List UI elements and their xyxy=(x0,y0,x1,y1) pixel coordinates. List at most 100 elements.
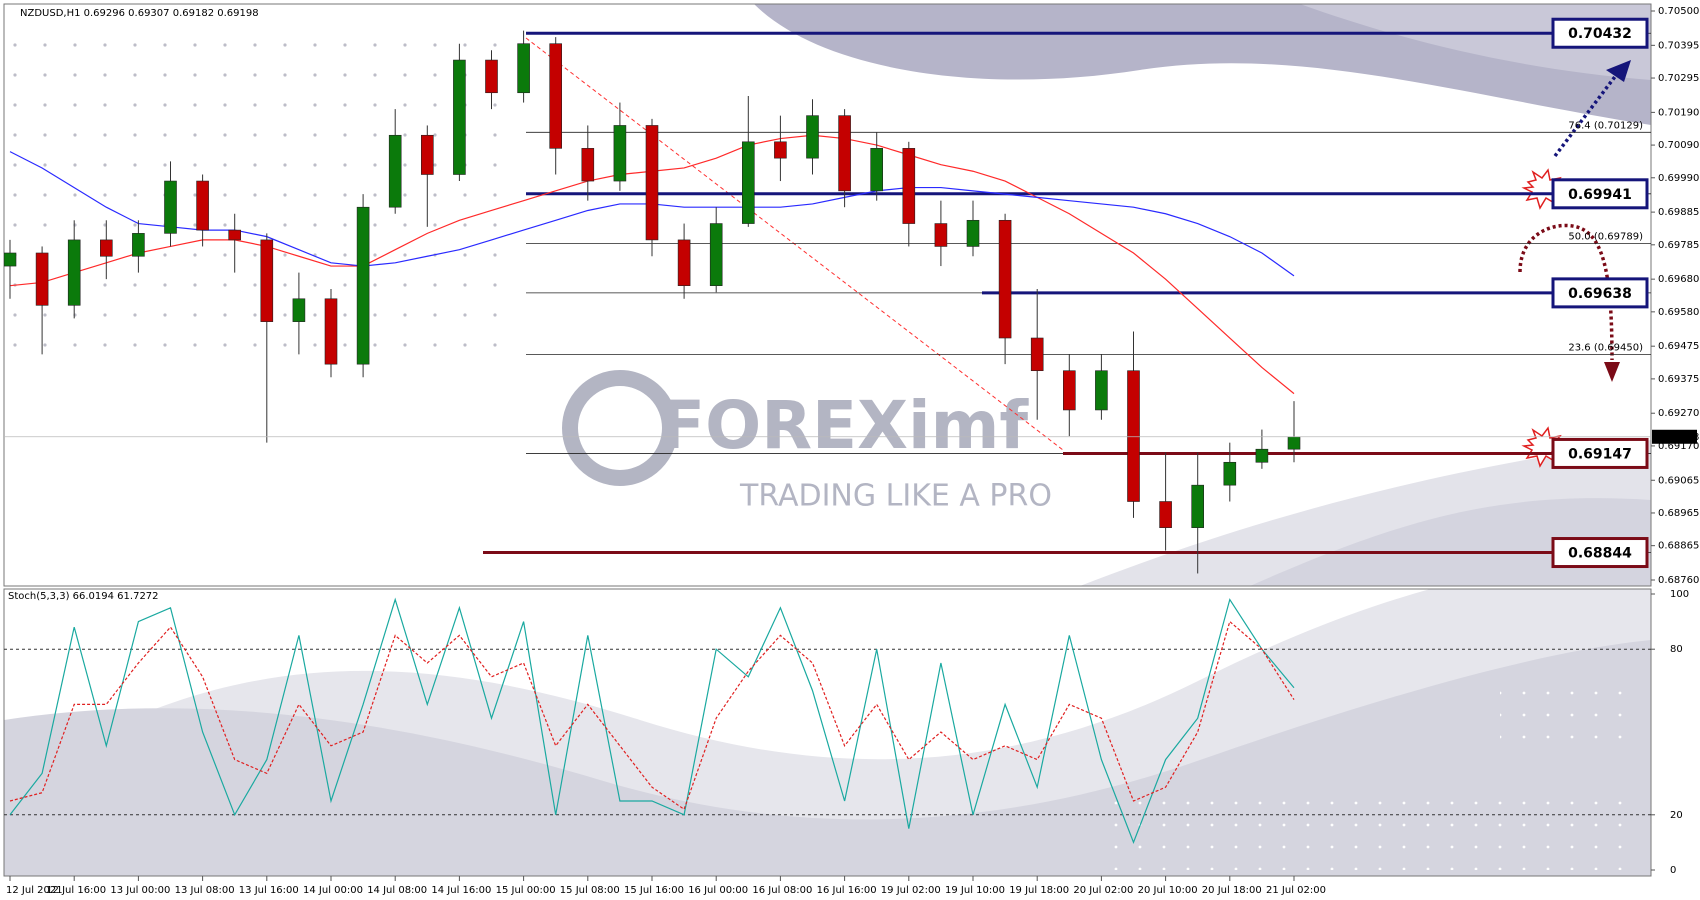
level-box xyxy=(1551,437,1649,469)
x-tick-label: 15 Jul 00:00 xyxy=(496,885,556,896)
x-tick-label: 20 Jul 18:00 xyxy=(1202,885,1262,896)
fib-label: 23.6 (0.69450) xyxy=(1568,342,1643,353)
y-tick-label: 0.70500 xyxy=(1658,6,1699,17)
candle-body xyxy=(934,223,948,247)
candle-body xyxy=(677,239,691,286)
candle-body xyxy=(356,206,370,365)
level-label: 0.69638 xyxy=(1568,286,1632,302)
level-box xyxy=(1551,178,1649,210)
y-tick-label: 0 xyxy=(1670,865,1676,876)
level-label: 0.69147 xyxy=(1568,446,1632,462)
candle-body xyxy=(1255,448,1269,463)
x-tick-label: 13 Jul 00:00 xyxy=(110,885,170,896)
y-tick-label: 0.68760 xyxy=(1658,575,1699,586)
candle-body xyxy=(196,180,209,231)
y-tick-label: 0.69990 xyxy=(1658,173,1699,184)
y-tick-label: 0.70090 xyxy=(1658,140,1699,151)
candle-body xyxy=(1030,337,1044,372)
fib-label: 76.4 (0.70129) xyxy=(1568,120,1643,131)
y-tick-label: 0.70395 xyxy=(1658,40,1699,51)
y-tick-label: 0.69270 xyxy=(1658,408,1699,419)
candle-body xyxy=(1063,370,1076,411)
background-main: FOREXimf TRADING LIKE A PRO xyxy=(10,4,1651,586)
candle-body xyxy=(100,239,113,257)
y-tick-label: 0.70190 xyxy=(1658,107,1699,118)
price-box xyxy=(1652,429,1697,444)
x-tick-label: 19 Jul 18:00 xyxy=(1009,885,1069,896)
x-tick-label: 21 Jul 02:00 xyxy=(1266,885,1326,896)
candle-body xyxy=(1287,436,1301,450)
watermark: FOREXimf xyxy=(660,387,1029,464)
x-tick-label: 20 Jul 10:00 xyxy=(1138,885,1198,896)
candle-body xyxy=(806,115,819,159)
y-tick-label: 80 xyxy=(1670,644,1683,655)
candle-body xyxy=(4,252,17,267)
candle-body xyxy=(709,223,723,286)
sub-frame xyxy=(3,588,1652,877)
candle-body xyxy=(485,59,498,94)
candle-body xyxy=(164,180,177,234)
candle-body xyxy=(774,141,787,159)
price-label: 0.69198 xyxy=(1658,432,1699,443)
plot xyxy=(4,597,1651,845)
candle-body xyxy=(1159,501,1172,528)
y-tick-label: 0.69680 xyxy=(1658,274,1699,285)
candle-body xyxy=(67,239,81,306)
level-label: 0.68844 xyxy=(1568,546,1632,562)
level-label: 0.70432 xyxy=(1568,26,1632,42)
y-tick-label: 0.69375 xyxy=(1658,374,1699,385)
candle-body xyxy=(645,125,659,241)
x-tick-label: 12 Jul 16:00 xyxy=(46,885,106,896)
x-tick-label: 14 Jul 08:00 xyxy=(367,885,427,896)
candle-body xyxy=(902,148,916,224)
candle-body xyxy=(741,141,755,224)
stoch-main xyxy=(9,597,1295,845)
y-tick-label: 0.69580 xyxy=(1658,307,1699,318)
x-tick-label: 16 Jul 00:00 xyxy=(688,885,748,896)
x-tick-label: 12 Jul 2021 xyxy=(6,885,63,896)
candle-body xyxy=(998,219,1012,339)
y-tick-label: 0.68865 xyxy=(1658,541,1699,552)
x-tick-label: 14 Jul 00:00 xyxy=(303,885,363,896)
x-tick-label: 13 Jul 08:00 xyxy=(175,885,235,896)
candle-body xyxy=(517,43,530,94)
y-tick-label: 0.70295 xyxy=(1658,73,1699,84)
candle-body xyxy=(549,43,563,149)
arrow-up-head xyxy=(1606,60,1631,82)
level-box xyxy=(1551,17,1649,49)
candle-body xyxy=(966,219,980,247)
candle-body xyxy=(260,239,274,322)
plot: 76.4 (0.70129) 50.0 (0.69789) 23.6 (0.6945… xyxy=(4,30,1651,574)
candle-body xyxy=(324,298,338,365)
watermark-subtitle: TRADING LIKE A PRO xyxy=(739,479,1052,514)
fib-label: 50.0 (0.69789) xyxy=(1568,232,1643,243)
x-tick-label: 15 Jul 16:00 xyxy=(624,885,684,896)
level-label: 0.69941 xyxy=(1568,187,1632,203)
background-sub xyxy=(4,589,1651,876)
chart-title: NZDUSD,H1 0.69296 0.69307 0.69182 0.6919… xyxy=(20,8,259,19)
x-tick-label: 15 Jul 08:00 xyxy=(560,885,620,896)
candle-body xyxy=(453,59,466,175)
candle-body xyxy=(1191,484,1204,528)
candle-body xyxy=(613,125,627,182)
y-tick-label: 100 xyxy=(1670,589,1689,600)
arrow-down-head xyxy=(1604,362,1620,382)
y-tick-label: 0.68965 xyxy=(1658,508,1699,519)
candle-body xyxy=(838,115,851,192)
y-tick-label: 0.69885 xyxy=(1658,207,1699,218)
y-tick-label: 0.69785 xyxy=(1658,240,1699,251)
candle-body xyxy=(870,148,884,192)
y-tick-label: 20 xyxy=(1670,810,1683,821)
candle-body xyxy=(292,298,306,322)
x-tick-label: 19 Jul 10:00 xyxy=(945,885,1005,896)
y-tick-label: 0.69170 xyxy=(1658,441,1699,452)
candle-body xyxy=(228,229,241,241)
x-tick-label: 20 Jul 02:00 xyxy=(1073,885,1133,896)
candle-body xyxy=(420,134,434,175)
candle-body xyxy=(132,233,145,257)
candle-body xyxy=(1095,370,1108,411)
x-tick-label: 16 Jul 16:00 xyxy=(817,885,877,896)
candle-body xyxy=(1127,370,1140,502)
